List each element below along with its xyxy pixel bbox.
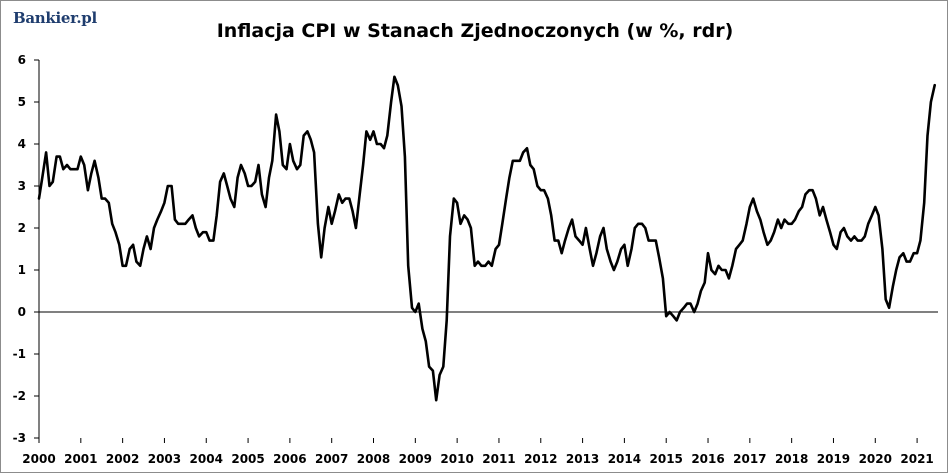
series-layer: [37, 75, 936, 402]
y-tick-label: 4: [18, 137, 26, 151]
x-tick-label: 2014: [608, 452, 641, 466]
x-tick-label: 2012: [524, 452, 557, 466]
x-tick-label: 2001: [64, 452, 97, 466]
x-tick-label: 2017: [733, 452, 766, 466]
x-tick-label: 2006: [273, 452, 306, 466]
x-tick-label: 2007: [315, 452, 348, 466]
x-tick-label: 2003: [148, 452, 181, 466]
x-tick-label: 2018: [775, 452, 808, 466]
x-tick-label: 2016: [691, 452, 724, 466]
x-tick-label: 2020: [859, 452, 892, 466]
x-tick-label: 2013: [566, 452, 599, 466]
y-tick-label: -3: [13, 431, 26, 445]
y-tick-label: 6: [18, 53, 26, 67]
x-tick-label: 2009: [399, 452, 432, 466]
brand-logo: Bankier.pl: [13, 9, 97, 27]
x-tick-label: 2021: [900, 452, 933, 466]
y-tick-label: -2: [13, 389, 26, 403]
x-tick-label: 2019: [817, 452, 850, 466]
y-tick-label: 3: [18, 179, 26, 193]
x-tick-label: 2005: [231, 452, 264, 466]
x-tick-label: 2008: [357, 452, 390, 466]
series-line: [37, 75, 936, 402]
y-tick-label: 5: [18, 95, 26, 109]
x-tick-label: 2000: [22, 452, 55, 466]
y-tick-label: -1: [13, 347, 26, 361]
x-tick-label: 2010: [440, 452, 473, 466]
x-tick-label: 2002: [106, 452, 139, 466]
axes: -3 -2 -1 0 1 2 3 4 5 6 2000 2001 2002 2003 2004 2005 200…: [13, 53, 938, 466]
x-tick-label: 2015: [650, 452, 683, 466]
y-tick-label: 1: [18, 263, 26, 277]
y-tick-label: 0: [18, 305, 26, 319]
chart-title: Inflacja CPI w Stanach Zjednoczonych (w …: [217, 20, 734, 42]
x-tick-label: 2004: [190, 452, 223, 466]
y-tick-label: 2: [18, 221, 26, 235]
x-tick-label: 2011: [482, 452, 515, 466]
